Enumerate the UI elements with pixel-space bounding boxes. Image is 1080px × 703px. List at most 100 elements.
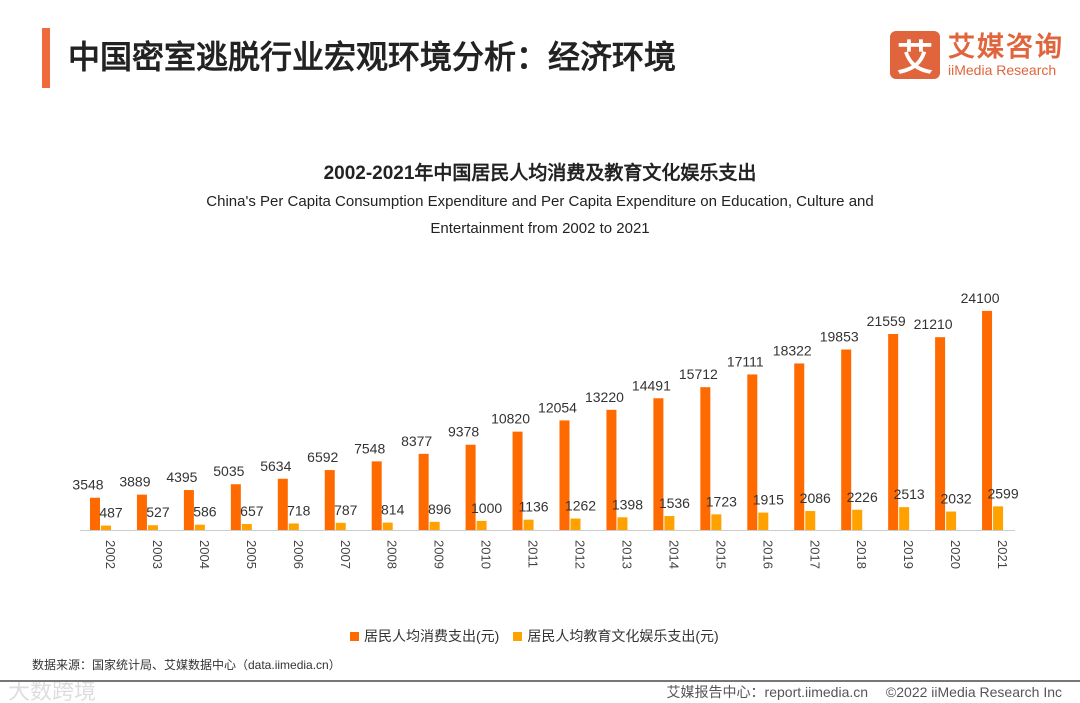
page-title: 中国密室逃脱行业宏观环境分析：经济环境	[68, 39, 677, 75]
x-tick-label: 2019	[901, 540, 916, 569]
bar-consumption	[277, 478, 288, 530]
data-label: 814	[381, 502, 405, 518]
bar-education	[382, 522, 393, 530]
data-label: 14491	[632, 377, 671, 393]
data-label: 1536	[659, 495, 690, 511]
bar-education	[335, 522, 346, 530]
bar-education	[852, 509, 863, 530]
bar-education	[570, 518, 581, 530]
data-label: 1723	[706, 493, 737, 509]
bar-consumption	[747, 374, 758, 530]
x-tick-label: 2013	[619, 540, 634, 569]
x-tick-label: 2014	[666, 540, 681, 569]
x-tick-label: 2015	[713, 540, 728, 569]
bar-consumption	[371, 461, 382, 530]
bar-consumption	[230, 484, 241, 530]
bar-education	[946, 511, 957, 530]
x-tick-label: 2007	[338, 540, 353, 569]
data-label: 657	[240, 503, 264, 519]
bar-education	[617, 517, 628, 530]
bar-education	[711, 514, 722, 530]
chart-title: 2002-2021年中国居民人均消费及教育文化娱乐支出	[323, 163, 757, 184]
logo-mark: 艾	[890, 31, 940, 79]
data-label: 17111	[727, 353, 764, 369]
data-label: 4395	[166, 469, 197, 485]
bar-education	[476, 520, 487, 530]
bar-consumption	[794, 363, 805, 530]
bar-consumption	[324, 470, 335, 530]
data-label: 2513	[894, 486, 925, 502]
data-source: 数据来源：国家统计局、艾媒数据中心（data.iimedia.cn）	[32, 658, 341, 672]
data-label: 718	[287, 502, 311, 518]
bar-education	[288, 523, 299, 530]
bar-education	[523, 519, 534, 530]
bar-consumption	[700, 387, 711, 530]
data-label: 10820	[491, 411, 530, 427]
watermark: 大数跨境	[8, 679, 97, 703]
x-tick-label: 2016	[760, 540, 775, 569]
bar-consumption	[90, 497, 100, 530]
bar-education	[241, 524, 252, 530]
data-label: 527	[146, 504, 170, 520]
data-label: 19853	[820, 329, 859, 345]
data-label: 1398	[612, 496, 643, 512]
x-tick-label: 2005	[244, 540, 259, 569]
title-accent-bar	[42, 28, 50, 88]
x-tick-label: 2009	[432, 540, 447, 569]
data-label: 1915	[753, 492, 784, 508]
x-tick-label: 2003	[150, 540, 165, 569]
footer: 艾媒报告中心：report.iimedia.cn ©2022 iiMedia R…	[666, 684, 1062, 700]
data-label: 8377	[401, 433, 432, 449]
data-label: 5634	[260, 458, 291, 474]
data-label: 3548	[72, 477, 103, 493]
data-label: 896	[428, 501, 452, 517]
data-label: 2032	[941, 491, 972, 507]
bar-consumption	[183, 490, 194, 530]
logo-en: iiMedia Research	[948, 62, 1057, 78]
x-tick-label: 2017	[807, 540, 822, 569]
data-label: 1262	[565, 498, 596, 514]
data-label: 2086	[800, 490, 831, 506]
data-label: 12054	[538, 399, 577, 415]
data-label: 5035	[213, 463, 244, 479]
data-label: 21559	[867, 313, 906, 329]
legend-item-consumption: 居民人均消费支出(元)	[350, 626, 499, 646]
data-label: 2599	[987, 485, 1018, 501]
data-label: 487	[99, 505, 123, 521]
bar-consumption	[888, 334, 899, 530]
bar-consumption	[512, 431, 523, 530]
data-label: 13220	[585, 389, 624, 405]
x-tick-label: 2011	[526, 540, 541, 568]
data-label: 9378	[448, 424, 479, 440]
data-label: 2226	[847, 489, 878, 505]
data-label: 6592	[307, 449, 338, 465]
bar-consumption	[935, 337, 946, 530]
data-label: 586	[193, 504, 217, 520]
x-tick-label: 2020	[948, 540, 963, 569]
bar-consumption	[606, 409, 617, 530]
bar-education	[147, 525, 158, 530]
bar-education	[429, 521, 440, 530]
bar-education	[101, 525, 111, 530]
legend: 居民人均消费支出(元) 居民人均教育文化娱乐支出(元)	[350, 626, 719, 646]
bar-consumption	[418, 453, 429, 530]
x-tick-label: 2002	[103, 540, 118, 569]
x-tick-label: 2006	[291, 540, 306, 569]
x-tick-label: 2012	[573, 540, 588, 569]
x-tick-label: 2018	[854, 540, 869, 569]
data-label: 787	[334, 502, 358, 518]
data-label: 24100	[961, 290, 1000, 306]
data-label: 7548	[354, 440, 385, 456]
data-label: 1136	[518, 499, 548, 515]
logo: 艾 艾媒咨询 iiMedia Research	[890, 31, 1064, 79]
bar-education	[899, 507, 910, 530]
data-label: 15712	[679, 366, 718, 382]
data-label: 18322	[773, 342, 812, 358]
bar-consumption	[559, 420, 570, 530]
x-tick-label: 2004	[197, 540, 212, 569]
data-label: 21210	[914, 316, 953, 332]
bar-education	[194, 524, 205, 530]
x-tick-label: 2008	[385, 540, 400, 569]
